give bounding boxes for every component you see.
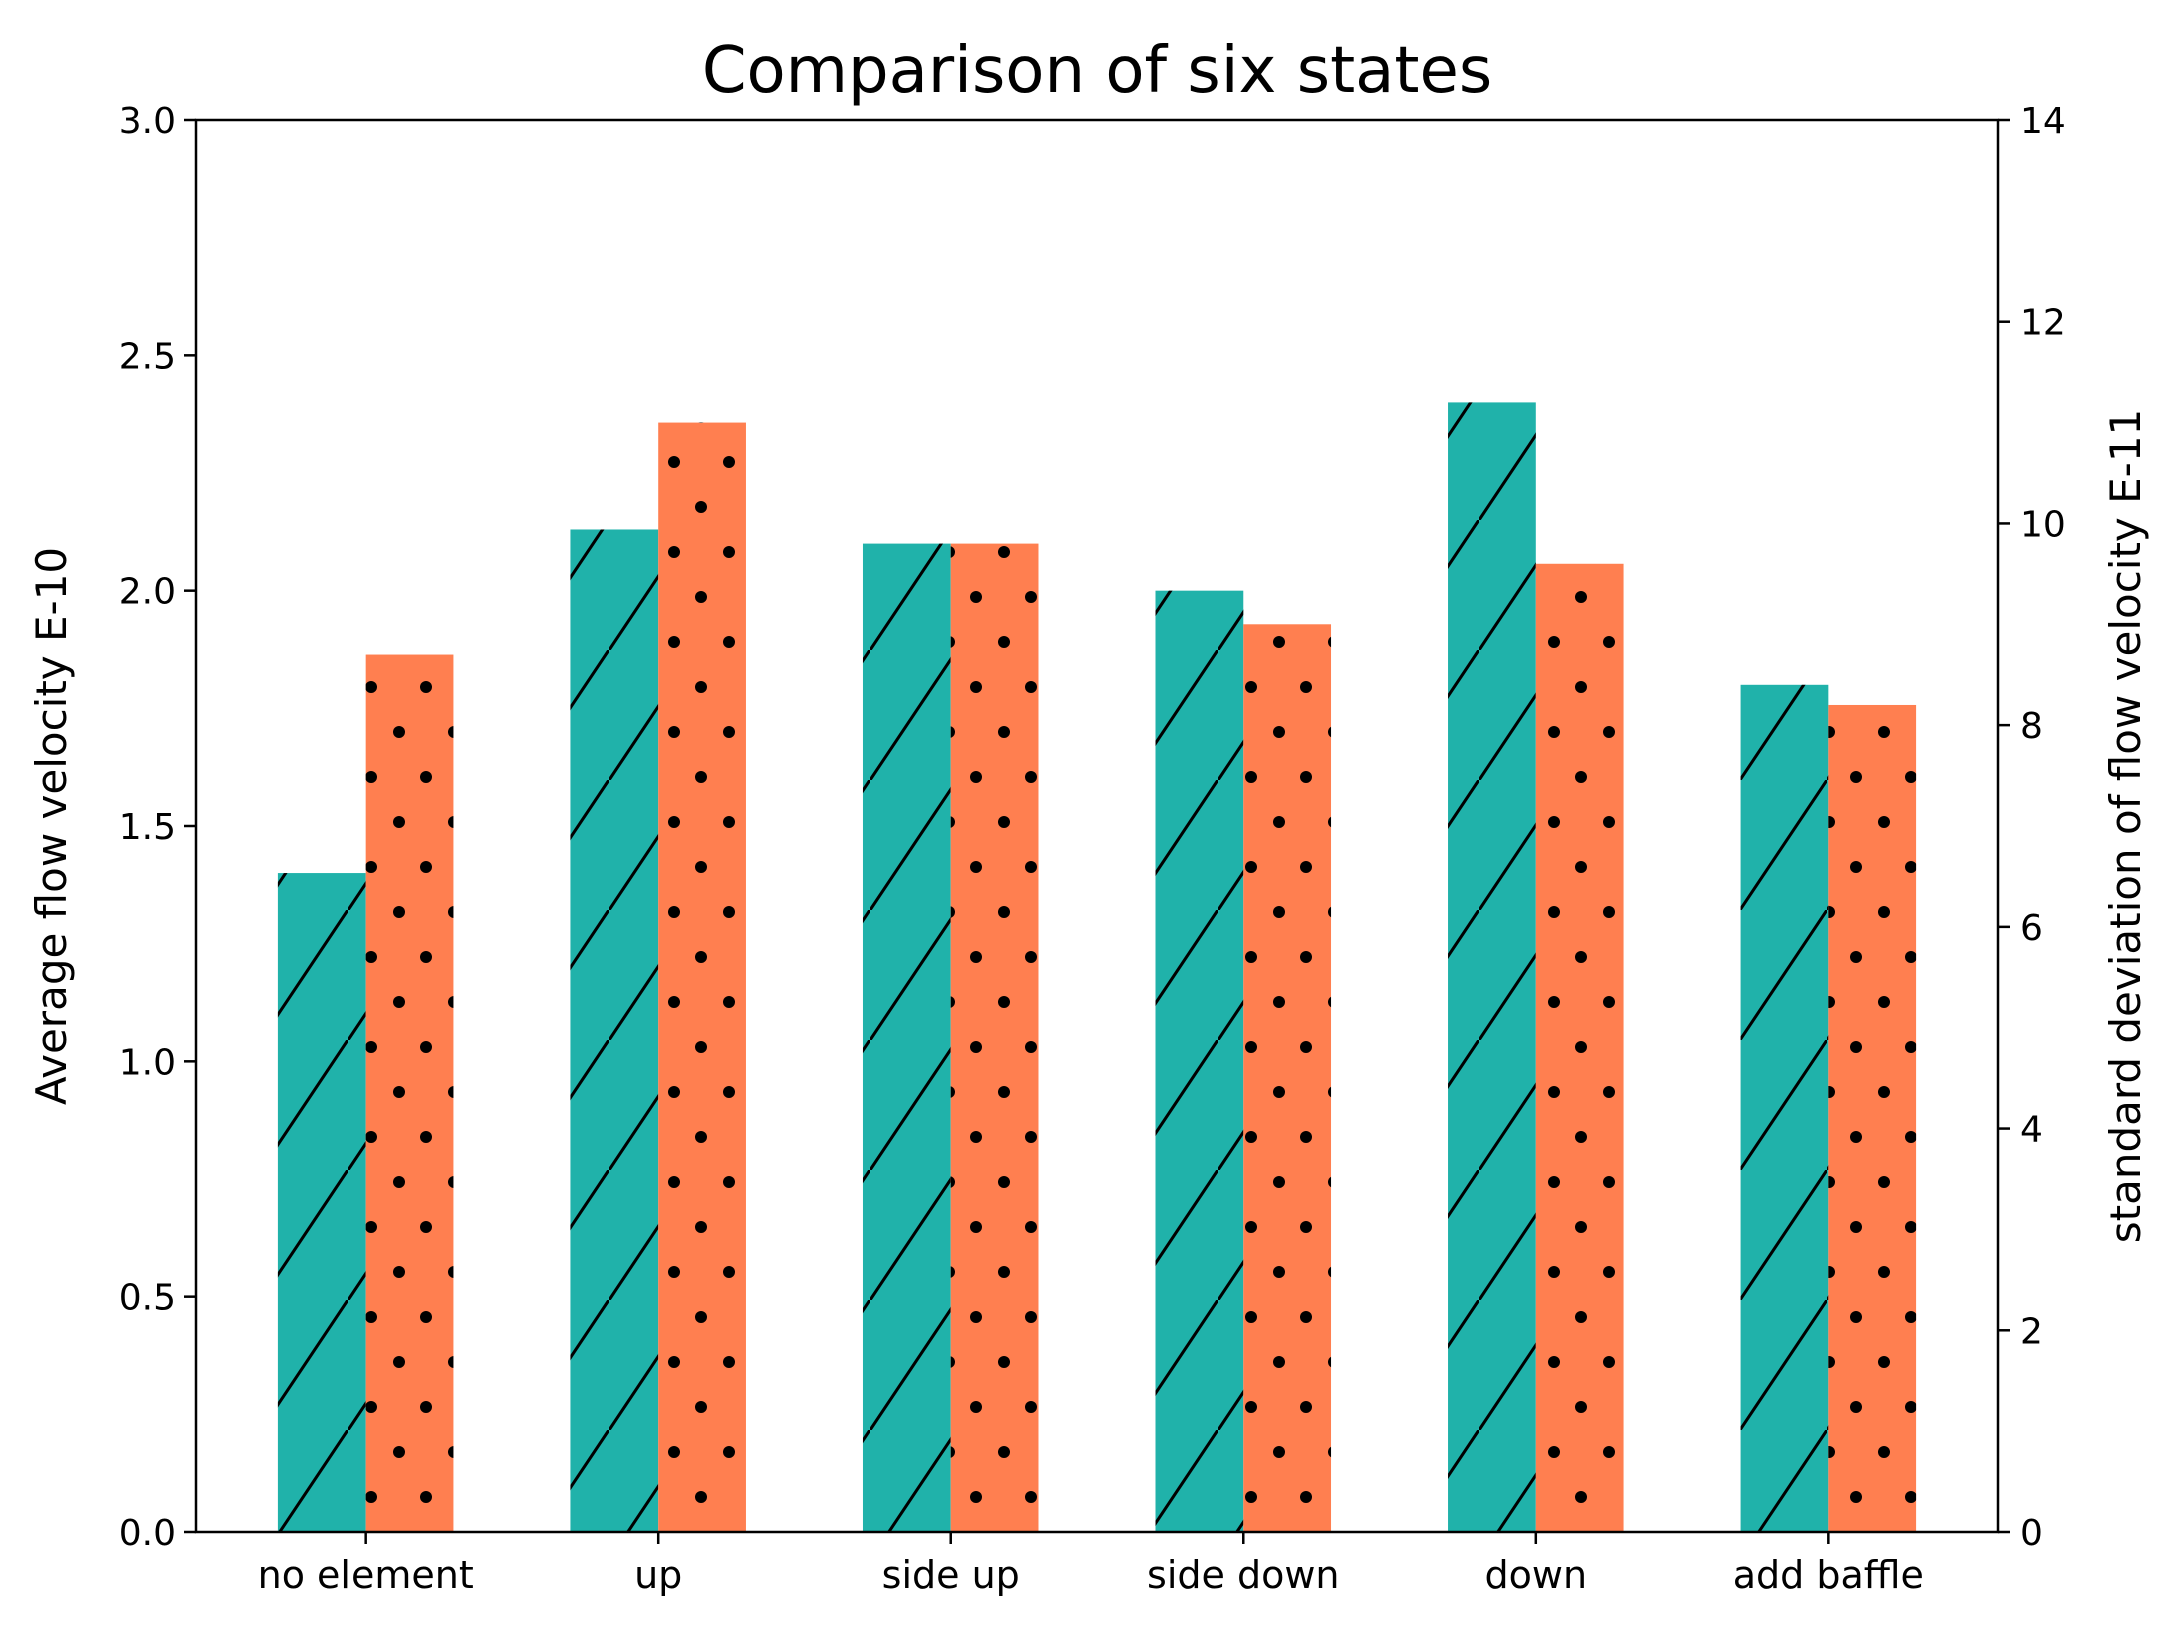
y-tick-label: 0.5 [119,1278,176,1319]
bar-stddev-3 [1243,624,1332,1532]
x-tick-label: side up [882,1553,1020,1597]
bar-stddev-0 [365,654,454,1532]
y2-tick-label: 6 [2020,908,2043,949]
y2-tick-label: 4 [2020,1110,2043,1151]
y2-tick-label: 2 [2020,1311,2043,1352]
bar-stddev-5 [1828,704,1917,1532]
x-tick-label: no element [258,1553,474,1597]
y2-tick-label: 12 [2020,303,2066,344]
y-tick-label: 2.0 [119,572,176,613]
y-tick-label: 1.0 [119,1042,176,1083]
x-tick-label: add baffle [1733,1553,1924,1597]
y2-tick-label: 0 [2020,1513,2043,1554]
x-tick-label: side down [1147,1553,1339,1597]
y-tick-label: 0.0 [119,1513,176,1554]
bar-average-2 [862,543,951,1532]
bar-average-5 [1740,684,1829,1532]
plot-frame [194,118,2000,1534]
chart-title: Comparison of six states [702,34,1492,108]
bar-average-3 [1155,590,1244,1532]
bar-stddev-4 [1535,563,1624,1532]
y-tick-label: 3.0 [119,101,176,142]
bar-stddev-1 [658,422,746,1533]
y2-tick-label: 10 [2020,504,2066,545]
y2-tick-label: 8 [2020,706,2043,747]
bar-average-1 [570,529,659,1532]
y2-tick-label: 14 [2020,101,2066,142]
bar-stddev-2 [950,543,1039,1532]
bar-average-0 [277,873,366,1532]
y-tick-label: 1.5 [119,807,176,848]
x-tick-label: down [1485,1553,1588,1597]
y-axis-label: Average flow velocity E-10 [27,547,76,1105]
x-tick-label: up [634,1553,682,1597]
y-tick-label: 2.5 [119,336,176,377]
y2-axis-label: standard deviation of flow velocity E-11 [2101,409,2150,1244]
bar-average-4 [1448,402,1536,1532]
